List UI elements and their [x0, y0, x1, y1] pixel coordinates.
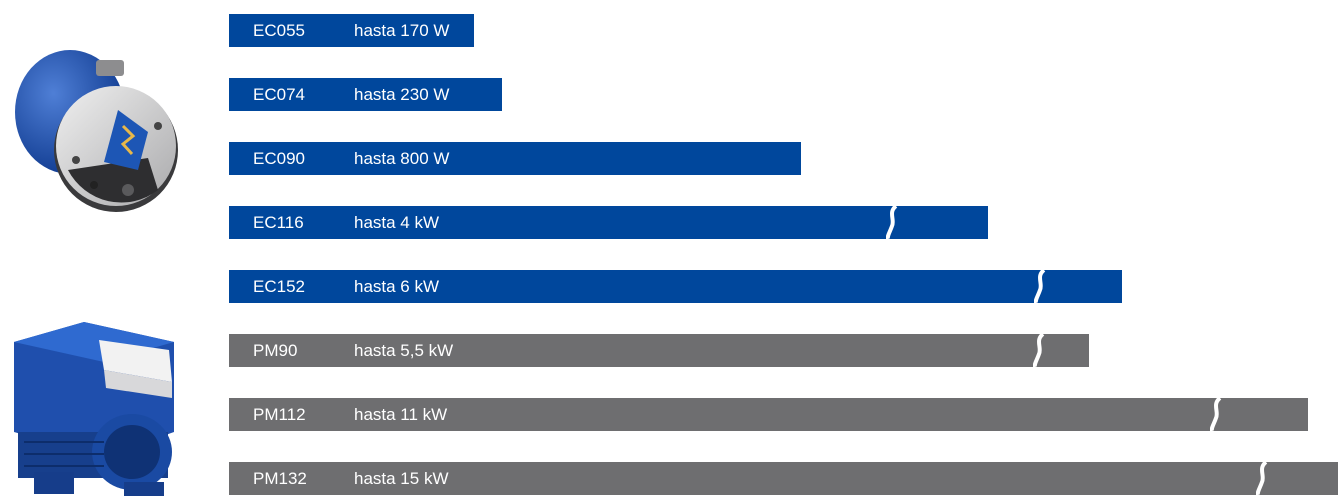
bar-model-label: PM112 — [253, 405, 306, 424]
bar-pm132: PM132 hasta 15 kW — [229, 462, 1338, 495]
bar-rating-label: hasta 11 kW — [354, 405, 448, 424]
axis-break-mark — [1210, 398, 1222, 431]
bar-rating-label: hasta 170 W — [354, 21, 450, 40]
bar-pm112: PM112 hasta 11 kW — [229, 398, 1308, 431]
bar-model-label: EC055 — [253, 21, 305, 40]
bar-ec055: EC055 hasta 170 W — [229, 14, 474, 47]
axis-break-mark — [1256, 462, 1268, 495]
bar-rating-label: hasta 800 W — [354, 149, 450, 168]
bar-ec074: EC074 hasta 230 W — [229, 78, 502, 111]
bar-rating-label: hasta 4 kW — [354, 213, 440, 232]
bar-ec090: EC090 hasta 800 W — [229, 142, 801, 175]
bar-rating-label: hasta 5,5 kW — [354, 341, 454, 360]
bar-model-label: EC090 — [253, 149, 305, 168]
bar-model-label: PM90 — [253, 341, 298, 360]
axis-break-mark — [886, 206, 898, 239]
bar-model-label: EC074 — [253, 85, 305, 104]
bar-ec152: EC152 hasta 6 kW — [229, 270, 1122, 303]
axis-break-mark — [1034, 270, 1046, 303]
bar-rating-label: hasta 15 kW — [354, 469, 449, 488]
bar-pm90: PM90 hasta 5,5 kW — [229, 334, 1089, 367]
bar-model-label: EC116 — [253, 213, 304, 232]
bar-ec116: EC116 hasta 4 kW — [229, 206, 988, 239]
bar-rating-label: hasta 6 kW — [354, 277, 440, 296]
bar-rating-label: hasta 230 W — [354, 85, 450, 104]
bar-model-label: EC152 — [253, 277, 305, 296]
bar-model-label: PM132 — [253, 469, 307, 488]
axis-break-mark — [1033, 334, 1045, 367]
ec-motor-image — [15, 50, 178, 212]
pm-motor-image — [14, 322, 174, 496]
